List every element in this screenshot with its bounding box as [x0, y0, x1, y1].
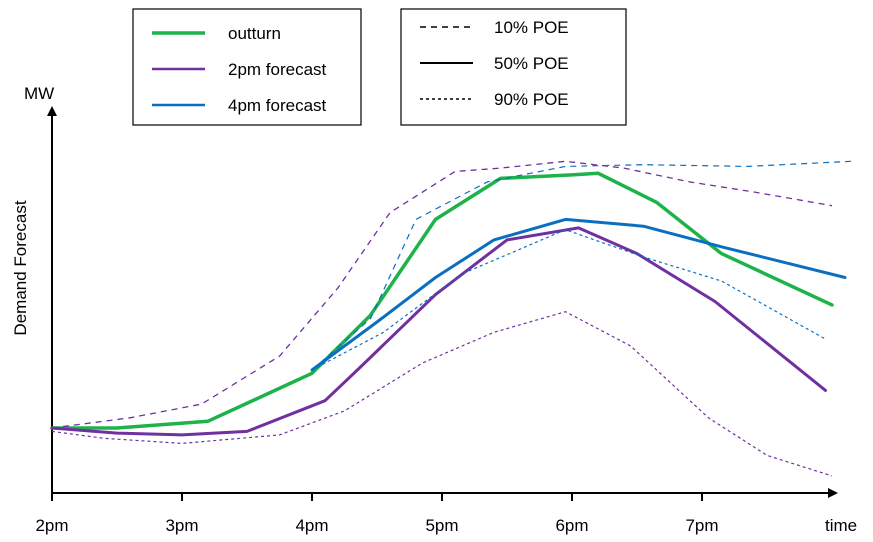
series-line-6 [311, 229, 826, 371]
x-tick-label: 6pm [555, 516, 588, 535]
series-line-5 [311, 160, 852, 371]
x-tick-label: 4pm [295, 516, 328, 535]
x-tick-label: 5pm [425, 516, 458, 535]
series-line-0 [50, 171, 834, 430]
poe-legend: 10% POE 50% POE 90% POE [400, 8, 627, 126]
series-line-4 [310, 217, 847, 372]
legend-label: 4pm forecast [228, 96, 327, 115]
poe-legend-box [400, 8, 627, 126]
x-axis-label: time [825, 516, 857, 535]
series-line-2 [51, 160, 833, 429]
y-axis-label: Demand Forecast [11, 200, 30, 335]
x-tick-label: 3pm [165, 516, 198, 535]
legend-label: 2pm forecast [228, 60, 327, 79]
legend-label: 50% POE [494, 54, 569, 73]
legend-label: 10% POE [494, 18, 569, 37]
y-unit-label: MW [24, 84, 54, 103]
series-line-3 [51, 311, 833, 477]
x-tick-label: 2pm [35, 516, 68, 535]
series-line-1 [50, 226, 827, 437]
x-tick-label: 7pm [685, 516, 718, 535]
series-legend: outturn 2pm forecast 4pm forecast [132, 8, 362, 126]
legend-label: 90% POE [494, 90, 569, 109]
legend-label: outturn [228, 24, 281, 43]
